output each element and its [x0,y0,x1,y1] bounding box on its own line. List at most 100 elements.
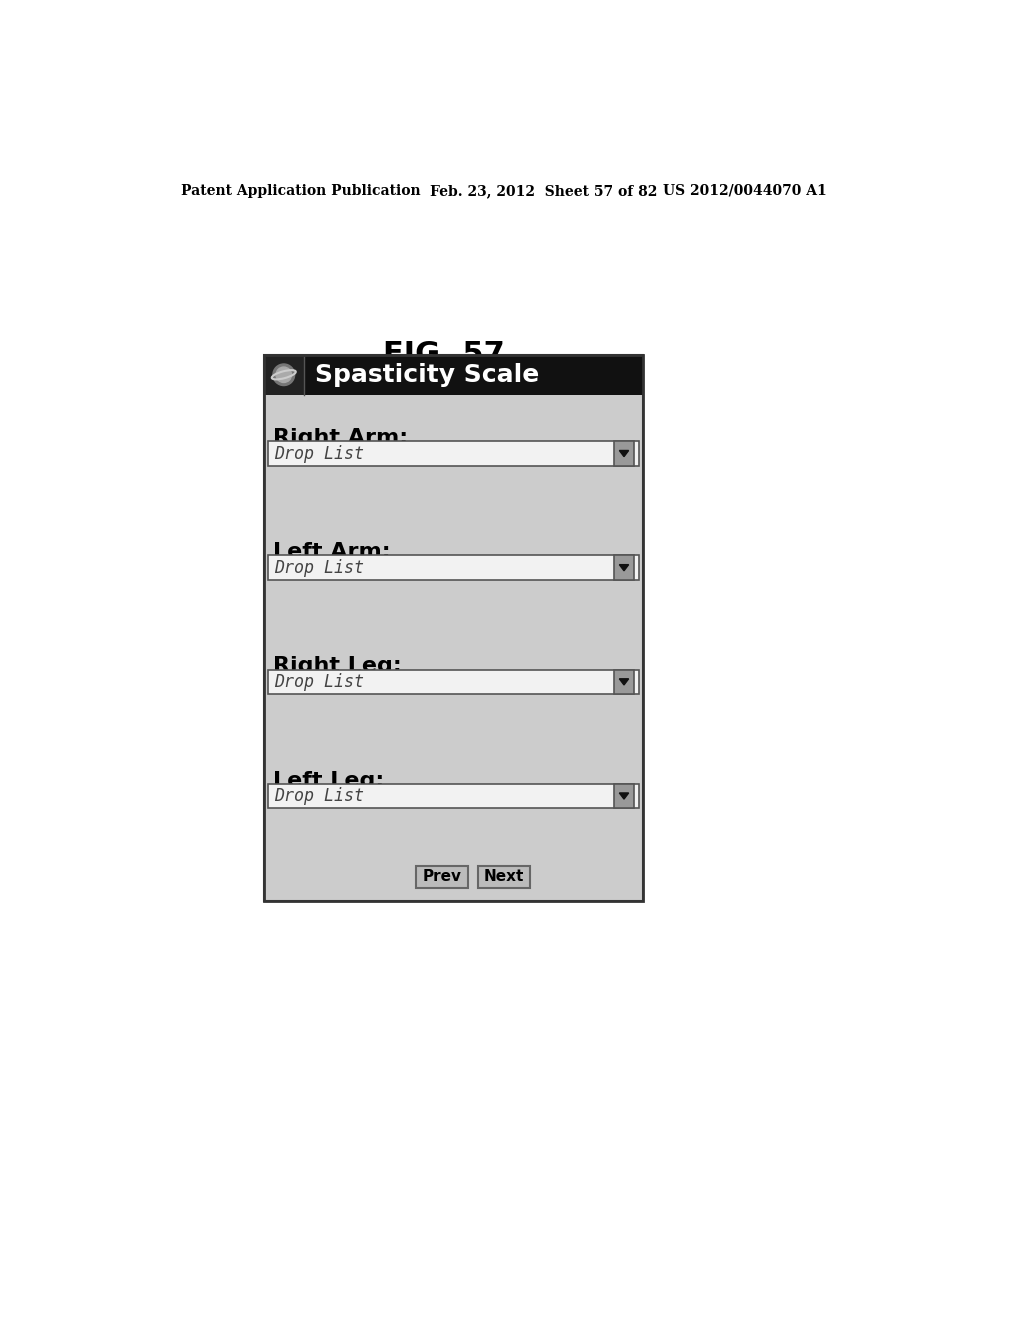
Point [433,837,450,858]
Point [428,471,444,492]
Point [465,628,481,649]
Point [373,743,389,764]
Point [447,783,464,804]
Point [408,558,424,579]
Point [532,556,549,577]
Point [481,834,498,855]
Point [586,822,602,843]
Point [278,619,294,640]
Point [563,690,580,711]
Point [309,655,326,676]
Point [613,430,630,451]
Point [402,603,419,624]
Point [340,397,356,418]
Point [441,772,458,793]
Point [283,710,299,731]
Point [294,861,310,882]
Point [412,840,428,861]
Point [455,595,471,616]
Point [549,812,565,833]
Point [605,587,622,609]
Point [453,774,469,795]
Point [417,432,433,453]
Point [344,667,360,688]
Point [474,800,490,821]
Point [489,722,506,743]
Point [470,783,486,804]
Point [441,845,458,866]
Point [453,362,469,383]
Point [438,471,455,492]
Point [514,644,530,665]
Point [579,665,595,686]
Point [387,601,403,622]
Point [498,421,514,442]
Point [569,552,586,573]
Point [399,447,416,469]
Point [406,405,422,426]
Point [484,884,501,906]
Point [420,562,436,583]
Point [597,351,613,372]
Point [500,498,516,519]
Point [563,630,580,651]
Point [461,618,477,639]
Point [428,796,444,817]
Point [370,758,386,779]
Point [427,696,443,717]
Point [294,475,310,496]
Point [371,867,387,888]
Point [416,700,432,721]
Point [274,507,291,528]
Point [364,656,380,677]
Point [261,715,278,737]
Point [389,803,406,824]
Point [431,368,447,389]
Point [550,360,566,381]
Point [585,871,601,892]
Point [257,810,273,832]
Point [560,507,577,528]
Point [574,368,591,389]
Point [310,779,327,800]
Point [404,506,421,527]
Point [393,678,410,700]
Point [580,755,596,776]
Point [330,726,346,747]
Point [501,576,517,597]
Point [380,466,396,487]
Point [364,490,380,511]
Point [283,372,299,393]
Point [544,876,560,898]
Point [602,647,618,668]
Point [555,793,571,814]
Point [430,444,446,465]
Point [464,389,480,411]
Point [259,467,275,488]
Point [407,565,423,586]
Point [514,384,530,405]
Point [297,857,313,878]
Point [352,814,369,836]
Point [586,846,602,867]
Point [443,748,460,770]
Point [439,428,456,449]
Point [487,407,504,428]
Point [271,639,288,660]
Point [443,540,460,561]
Point [425,539,441,560]
Point [317,781,334,803]
Point [424,826,440,847]
Point [445,388,462,409]
Point [380,738,396,759]
Point [450,652,466,673]
Point [381,488,397,510]
Point [370,552,386,573]
Point [503,552,519,573]
Point [323,713,339,734]
Point [367,809,383,830]
Point [630,672,646,693]
Point [602,862,618,883]
Point [568,445,585,466]
Point [634,692,650,713]
